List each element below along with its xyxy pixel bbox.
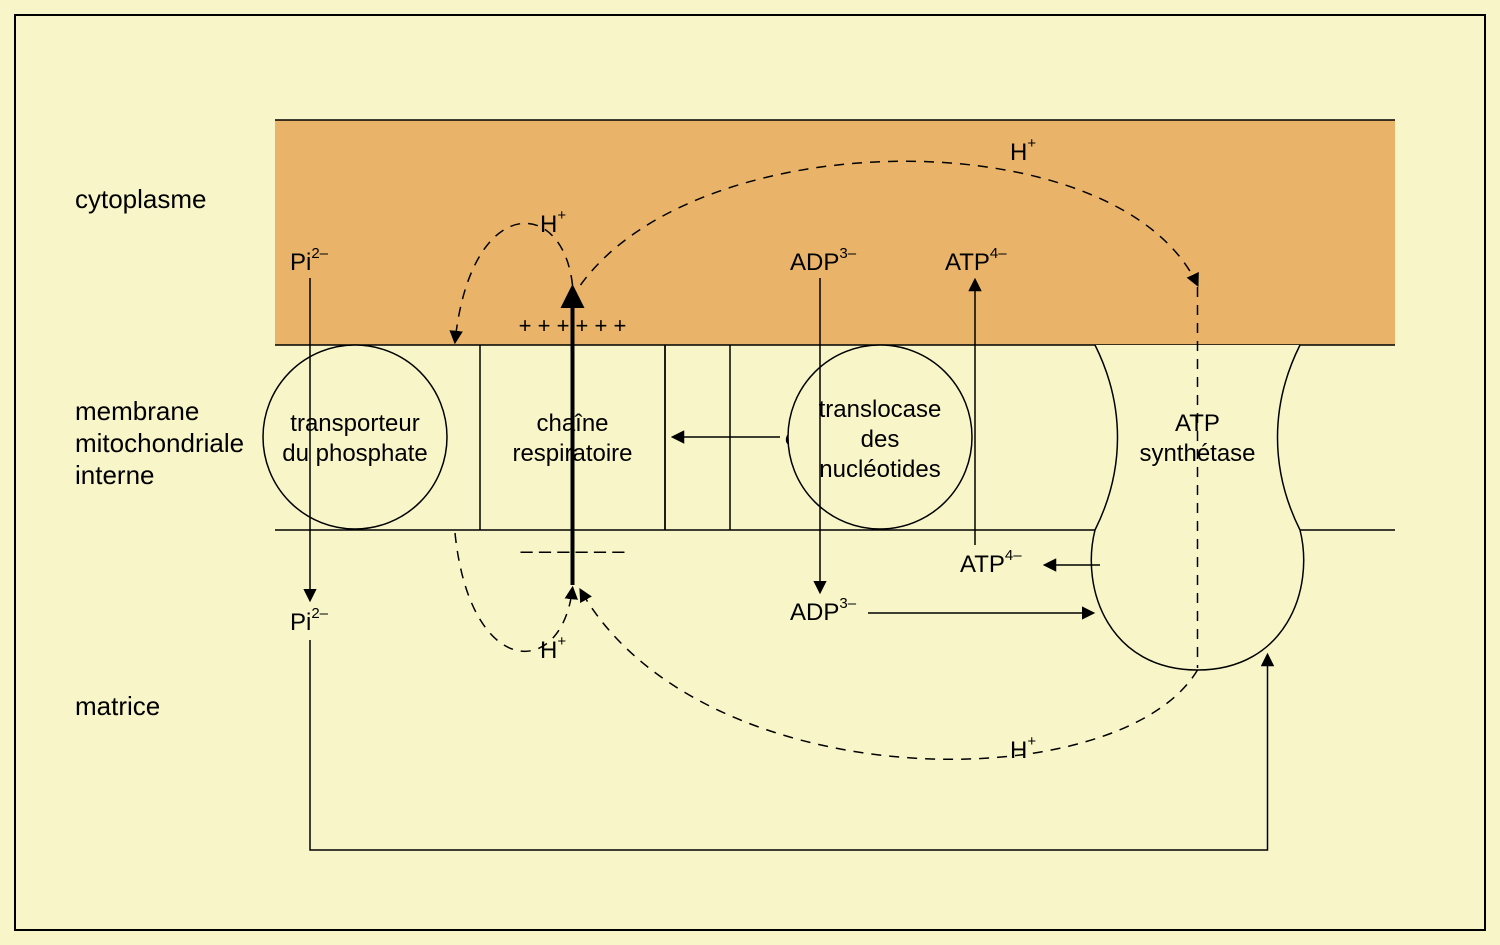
membrane-label: interne <box>75 460 155 490</box>
membrane-label: mitochondriale <box>75 428 244 458</box>
translocase-label: nucléotides <box>819 456 940 483</box>
matrix-label: matrice <box>75 691 160 721</box>
cytoplasm-band <box>275 120 1395 345</box>
phosphate-transporter <box>263 345 447 529</box>
translocase-label: translocase <box>819 396 942 423</box>
membrane-label: membrane <box>75 396 199 426</box>
translocase-label: des <box>861 426 900 453</box>
phosphate-transporter-label: du phosphate <box>282 440 427 467</box>
mitochondria-diagram: transporteur du phosphate chaîne respira… <box>0 0 1500 945</box>
cytoplasm-label: cytoplasme <box>75 184 207 214</box>
diagram-page: transporteur du phosphate chaîne respira… <box>0 0 1500 945</box>
